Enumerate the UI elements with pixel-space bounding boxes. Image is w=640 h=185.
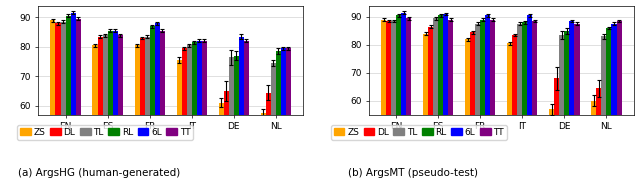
Bar (281, 48, 286, 115)
Bar (177, 60, 182, 115)
Bar (234, 56, 239, 115)
Bar (444, 14, 449, 115)
Bar (239, 36, 244, 115)
Bar (564, 31, 570, 115)
Bar (527, 15, 532, 115)
Bar (438, 15, 444, 115)
Bar (602, 36, 607, 115)
Bar (559, 35, 564, 115)
Bar (607, 28, 611, 115)
Bar (517, 24, 522, 115)
Bar (97, 36, 102, 115)
Text: (b) ArgsMT (pseudo-test): (b) ArgsMT (pseudo-test) (348, 168, 478, 178)
Bar (145, 36, 150, 115)
Bar (70, 13, 76, 115)
Bar (512, 35, 517, 115)
Bar (228, 57, 234, 115)
Bar (51, 20, 56, 115)
Bar (113, 31, 118, 115)
Bar (381, 20, 386, 115)
Bar (223, 91, 228, 115)
Bar (286, 48, 291, 115)
Bar (56, 23, 61, 115)
Bar (187, 45, 192, 115)
Bar (271, 63, 276, 115)
Bar (596, 88, 602, 115)
Bar (391, 21, 396, 115)
Bar (554, 78, 559, 115)
Bar (102, 35, 108, 115)
Bar (611, 24, 616, 115)
Bar (134, 45, 140, 115)
Bar (575, 24, 580, 115)
Bar (260, 113, 266, 115)
Bar (470, 32, 476, 115)
Legend: ZS, DL, TL, RL, 6L, TT: ZS, DL, TL, RL, 6L, TT (17, 125, 193, 140)
Bar (118, 35, 123, 115)
Bar (490, 20, 495, 115)
Bar (202, 41, 207, 115)
Bar (428, 26, 433, 115)
Bar (522, 22, 527, 115)
Bar (276, 51, 281, 115)
Bar (616, 21, 621, 115)
Bar (433, 18, 438, 115)
Bar (476, 24, 480, 115)
Bar (465, 39, 470, 115)
Bar (401, 13, 406, 115)
Bar (61, 22, 65, 115)
Bar (219, 103, 223, 115)
Bar (549, 109, 554, 115)
Bar (532, 21, 538, 115)
Bar (140, 38, 145, 115)
Bar (244, 41, 249, 115)
Bar (192, 42, 196, 115)
Bar (155, 23, 160, 115)
Bar (150, 26, 155, 115)
Bar (182, 48, 187, 115)
Bar (423, 33, 428, 115)
Bar (386, 21, 391, 115)
Bar (480, 20, 485, 115)
Bar (92, 45, 97, 115)
Bar (266, 92, 271, 115)
Bar (108, 31, 113, 115)
Bar (196, 41, 202, 115)
Bar (508, 43, 512, 115)
Legend: ZS, DL, TL, RL, 6L, TT: ZS, DL, TL, RL, 6L, TT (331, 125, 507, 140)
Bar (396, 15, 401, 115)
Text: (a) ArgsHG (human-generated): (a) ArgsHG (human-generated) (18, 168, 180, 178)
Bar (449, 20, 453, 115)
Bar (76, 19, 81, 115)
Bar (591, 101, 596, 115)
Bar (406, 18, 412, 115)
Bar (485, 15, 490, 115)
Bar (160, 31, 164, 115)
Bar (65, 16, 70, 115)
Bar (570, 21, 575, 115)
